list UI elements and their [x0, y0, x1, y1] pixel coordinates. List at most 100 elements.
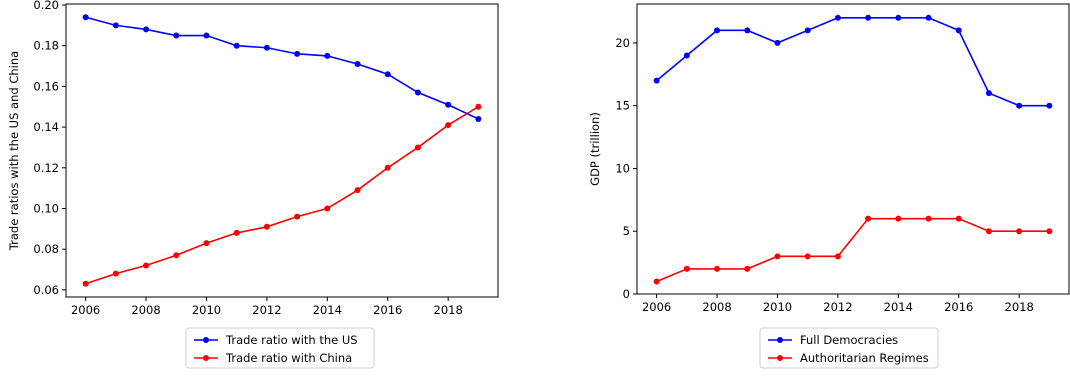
- data-point: [804, 253, 811, 260]
- data-point: [324, 205, 331, 212]
- data-point: [384, 164, 391, 171]
- legend-label: Full Democracies: [800, 333, 898, 347]
- legend-box: [759, 327, 939, 369]
- x-tick-label: 2016: [944, 300, 973, 314]
- data-point: [985, 228, 992, 235]
- x-tick-label: 2018: [1005, 300, 1034, 314]
- legend-box: [185, 327, 375, 369]
- x-tick-label: 2006: [642, 300, 671, 314]
- data-point: [354, 187, 361, 194]
- y-tick-label: 0.18: [33, 39, 59, 53]
- data-point: [414, 144, 421, 151]
- data-point: [774, 253, 781, 260]
- data-point: [384, 71, 391, 78]
- y-tick-label: 0: [623, 287, 630, 301]
- y-axis-label: Trade ratios with the US and China: [7, 51, 21, 251]
- legend-swatch-marker: [203, 355, 209, 361]
- data-point: [203, 32, 210, 39]
- x-tick-label: 2012: [823, 300, 852, 314]
- data-point: [683, 265, 690, 272]
- data-point: [233, 229, 240, 236]
- data-point: [475, 103, 482, 110]
- data-point: [143, 262, 150, 269]
- data-point: [925, 14, 932, 21]
- data-point: [955, 215, 962, 222]
- data-point: [173, 252, 180, 259]
- data-point: [445, 101, 452, 108]
- data-point: [475, 115, 482, 122]
- legend-swatch-marker: [203, 337, 209, 343]
- x-tick-label: 2006: [71, 303, 100, 317]
- y-tick-label: 5: [623, 224, 630, 238]
- data-point: [143, 26, 150, 33]
- left-chart: 2006 2008 2010 2012 2014 2016 2018 0.06 0.08 0.10…: [7, 0, 499, 369]
- right-plot-frame: [636, 3, 1070, 295]
- series-line-blue: [85, 16, 479, 120]
- data-point: [653, 278, 660, 285]
- y-tick-label: 0.20: [33, 0, 59, 12]
- x-tick-label: 2008: [702, 300, 731, 314]
- data-point: [834, 253, 841, 260]
- data-point: [82, 280, 89, 287]
- data-point: [82, 14, 89, 21]
- data-point: [1046, 102, 1053, 109]
- data-point: [294, 50, 301, 57]
- data-point: [263, 44, 270, 51]
- legend-label: Authoritarian Regimes: [800, 351, 929, 365]
- data-point: [714, 265, 721, 272]
- y-tick-label: 15: [615, 99, 630, 113]
- legend-swatch-marker: [777, 337, 783, 343]
- data-point: [354, 61, 361, 68]
- data-point: [112, 22, 119, 29]
- x-tick-label: 2012: [252, 303, 281, 317]
- y-tick-label: 0.10: [33, 201, 59, 215]
- data-point: [414, 89, 421, 96]
- left-legend: Trade ratio with the US Trade ratio with …: [185, 327, 375, 369]
- data-point: [683, 52, 690, 59]
- data-point: [955, 27, 962, 34]
- data-point: [834, 14, 841, 21]
- legend-swatch-marker: [777, 355, 783, 361]
- data-point: [445, 122, 452, 129]
- y-tick-label: 0.08: [33, 242, 59, 256]
- y-tick-label: 20: [615, 36, 630, 50]
- y-tick-label: 0.16: [33, 79, 59, 93]
- x-tick-label: 2010: [763, 300, 792, 314]
- right-legend: Full Democracies Authoritarian Regimes: [759, 327, 939, 369]
- data-point: [112, 270, 119, 277]
- x-tick-label: 2016: [373, 303, 402, 317]
- legend-label: Trade ratio with the US: [225, 333, 358, 347]
- data-point: [263, 223, 270, 230]
- data-point: [895, 215, 902, 222]
- data-point: [653, 77, 660, 84]
- left-plot-frame: [65, 3, 499, 298]
- data-point: [865, 215, 872, 222]
- x-tick-label: 2010: [192, 303, 221, 317]
- x-tick-label: 2014: [313, 303, 342, 317]
- data-point: [804, 27, 811, 34]
- data-point: [865, 14, 872, 21]
- data-point: [774, 39, 781, 46]
- x-tick-label: 2018: [434, 303, 463, 317]
- data-point: [173, 32, 180, 39]
- data-point: [714, 27, 721, 34]
- series-line-blue: [656, 17, 1050, 107]
- data-point: [895, 14, 902, 21]
- data-point: [744, 27, 751, 34]
- y-axis-label: GDP (trillion): [588, 112, 602, 186]
- y-tick-label: 10: [615, 161, 630, 175]
- y-tick-label: 0.12: [33, 161, 59, 175]
- data-point: [233, 42, 240, 49]
- data-point: [1046, 228, 1053, 235]
- series-line-red: [656, 217, 1050, 283]
- data-point: [203, 240, 210, 247]
- x-tick-label: 2014: [884, 300, 913, 314]
- right-chart: 2006 2008 2010 2012 2014 2016 2018 0 5 10 15 20 GDP …: [588, 3, 1070, 369]
- data-point: [985, 90, 992, 97]
- data-point: [925, 215, 932, 222]
- data-point: [1016, 102, 1023, 109]
- series-line-red: [85, 106, 479, 285]
- data-point: [294, 213, 301, 220]
